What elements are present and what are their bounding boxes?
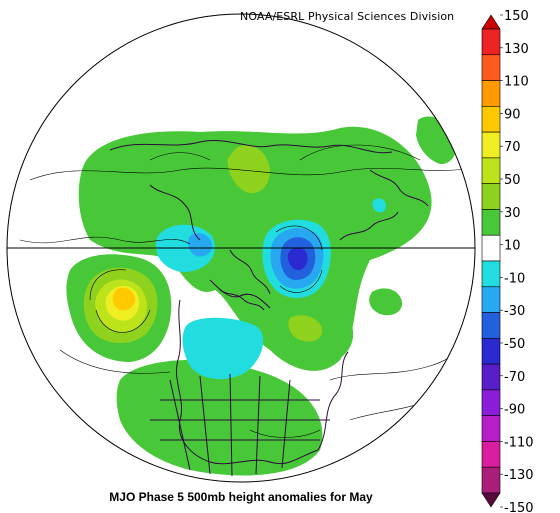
colorbar-swatch xyxy=(481,234,501,262)
colorbar-swatch xyxy=(481,80,501,107)
colorbar-swatch xyxy=(481,106,501,133)
positive-inner-b xyxy=(288,315,323,342)
map-caption: MJO Phase 5 500mb height anomalies for M… xyxy=(109,490,373,504)
colorbar-label: 50 xyxy=(504,173,521,188)
credit-text: NOAA/ESRL Physical Sciences Division xyxy=(240,10,455,23)
colorbar-label: 90 xyxy=(504,107,521,122)
colorbar-label: -70 xyxy=(504,370,525,385)
anomaly-shading xyxy=(19,116,475,477)
colorbar-label: -150 xyxy=(504,501,534,513)
colorbar-label: 70 xyxy=(504,140,521,155)
colorbar-swatch xyxy=(481,415,501,442)
colorbar-top-arrow xyxy=(481,14,501,30)
colorbar-label: -10 xyxy=(504,271,525,286)
colorbar-label: 150 xyxy=(504,9,529,24)
colorbar-label: -130 xyxy=(504,468,534,483)
colorbar-label: 10 xyxy=(504,239,521,254)
positive-band-north xyxy=(78,126,432,371)
positive-east xyxy=(369,288,403,316)
coastlines xyxy=(109,140,429,477)
colorbar-bottom-arrow xyxy=(481,492,501,508)
colorbar-label: -110 xyxy=(504,435,534,450)
colorbar-swatch xyxy=(481,260,501,288)
positive-region-na xyxy=(116,359,323,476)
negative-west-inner xyxy=(188,233,213,257)
contour-lines xyxy=(19,144,475,438)
colorbar-label: 110 xyxy=(504,75,529,90)
colorbar-swatch xyxy=(481,131,501,159)
colorbar-label: -30 xyxy=(504,304,525,319)
colorbar-label: 30 xyxy=(504,206,521,221)
colorbar-swatch xyxy=(481,183,501,210)
colorbar: 150 130 110 90 70 50 30 10 -10 -30 -50 -70 -90 -110 -1… xyxy=(481,9,534,513)
positive-inner-a xyxy=(227,145,270,194)
colorbar-swatch xyxy=(481,312,501,339)
negative-south xyxy=(182,317,264,380)
negative-center-core xyxy=(287,247,308,271)
colorbar-swatch xyxy=(481,389,501,416)
colorbar-label: 130 xyxy=(504,42,529,57)
colorbar-swatch xyxy=(481,441,501,468)
colorbar-swatch xyxy=(481,54,501,81)
colorbar-swatch xyxy=(481,363,501,391)
colorbar-swatch xyxy=(481,466,501,494)
colorbar-swatch xyxy=(481,209,501,236)
colorbar-label: -90 xyxy=(504,403,525,418)
colorbar-swatch xyxy=(481,286,501,313)
colorbar-swatch xyxy=(481,338,501,365)
colorbar-label: -50 xyxy=(504,337,525,352)
negative-small-e xyxy=(372,198,386,213)
colorbar-swatch xyxy=(481,28,501,56)
colorbar-swatch xyxy=(481,157,501,184)
positive-pacific-core xyxy=(112,287,136,311)
